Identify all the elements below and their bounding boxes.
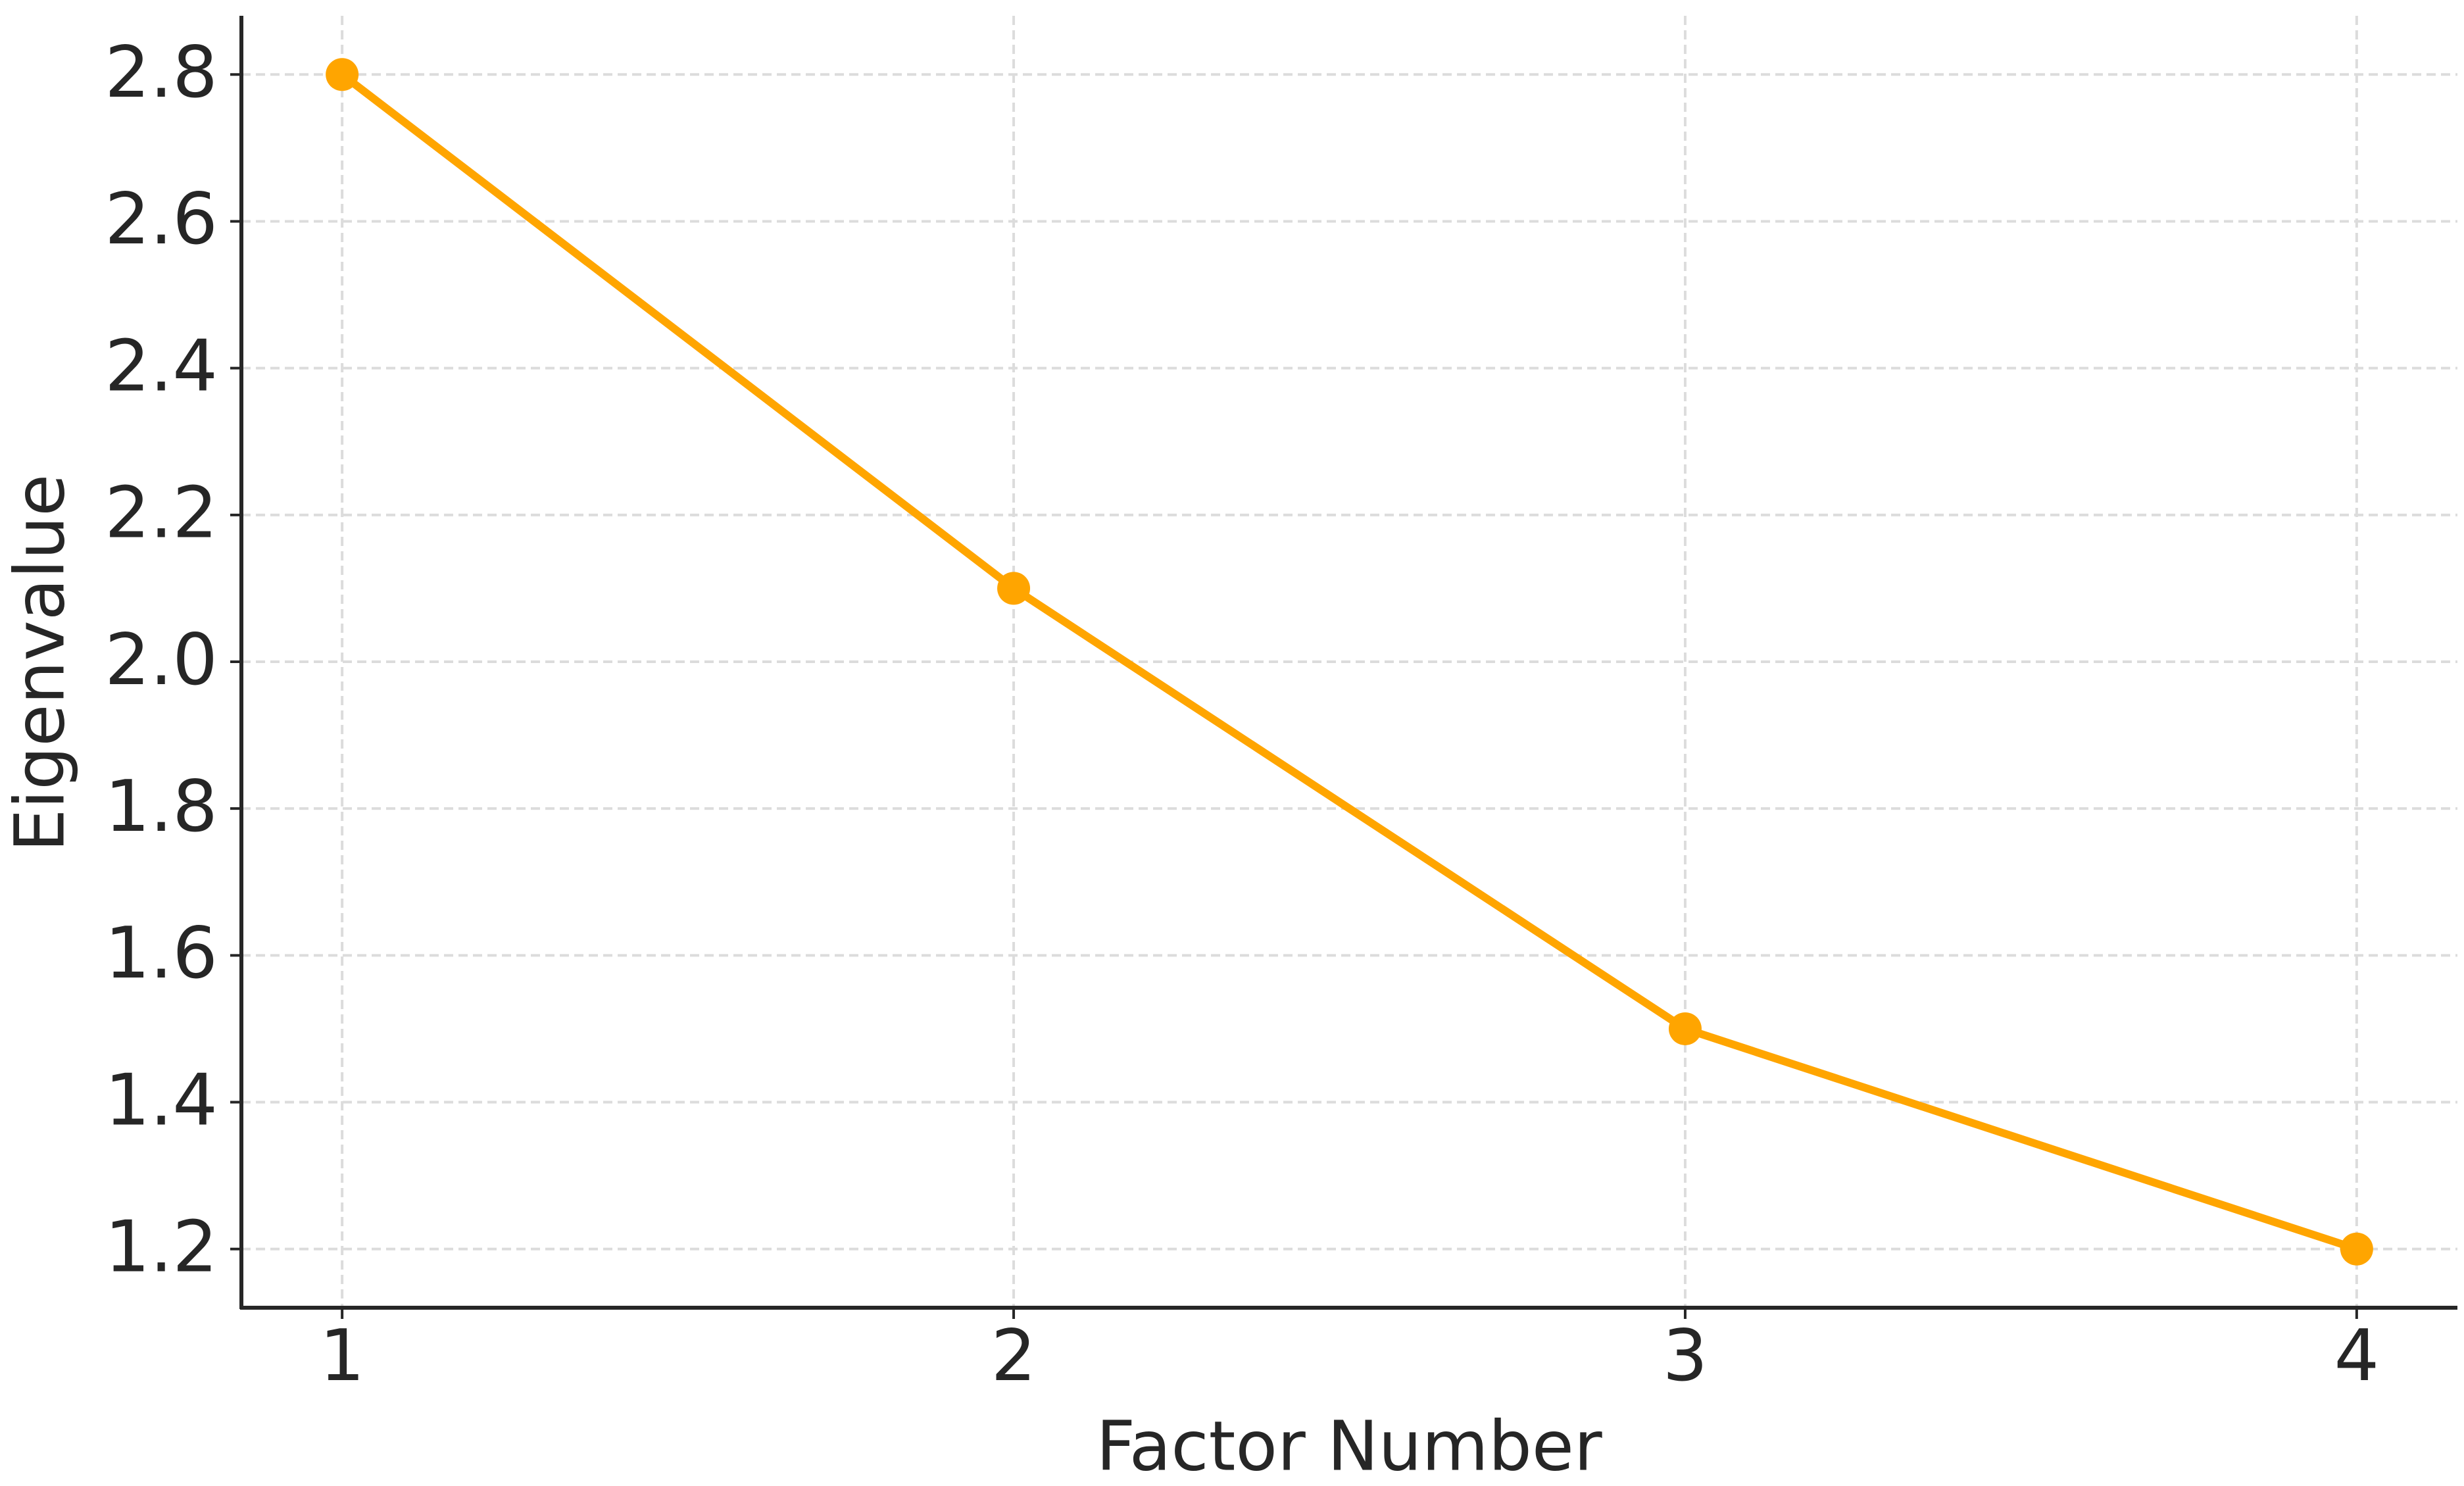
x-tick-label: 4 bbox=[2334, 1315, 2380, 1397]
y-tick-label: 2.8 bbox=[105, 32, 218, 114]
data-line bbox=[339, 71, 2358, 1253]
y-tick-label: 2.4 bbox=[105, 325, 218, 407]
y-tick-label: 2.6 bbox=[105, 178, 218, 260]
x-tick-label: 3 bbox=[1663, 1315, 1708, 1397]
data-point bbox=[1668, 1012, 1702, 1045]
y-tick-label: 1.8 bbox=[105, 766, 218, 848]
x-tick-label: 2 bbox=[991, 1315, 1037, 1397]
y-tick-label: 1.4 bbox=[105, 1059, 218, 1141]
y-tick-label: 1.6 bbox=[105, 912, 218, 995]
x-tick-label: 1 bbox=[320, 1315, 365, 1397]
data-point bbox=[997, 572, 1031, 605]
y-tick-label: 2.0 bbox=[105, 619, 218, 701]
y-tick-label: 2.2 bbox=[105, 472, 218, 555]
y-axis-label: Eigenvalue bbox=[0, 474, 80, 853]
x-axis-label: Factor Number bbox=[1096, 1406, 1602, 1486]
y-tick-label: 1.2 bbox=[105, 1206, 218, 1289]
data-point bbox=[2340, 1232, 2373, 1266]
data-point bbox=[326, 58, 359, 91]
